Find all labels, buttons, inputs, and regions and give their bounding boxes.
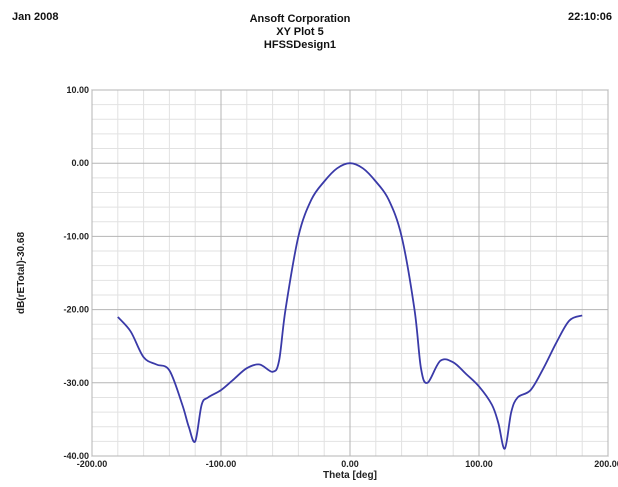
series-layer bbox=[117, 162, 583, 450]
x-tick-label: 200.00 bbox=[594, 459, 618, 469]
header-plot-name: XY Plot 5 bbox=[276, 26, 323, 38]
x-axis-label: Theta [deg] bbox=[323, 470, 377, 481]
x-tick-label: -200.00 bbox=[77, 459, 108, 469]
x-tick-label: -100.00 bbox=[206, 459, 237, 469]
header-time: 22:10:06 bbox=[568, 11, 612, 23]
header-date: Jan 2008 bbox=[12, 11, 58, 23]
y-axis-label: dB(rETotal)-30.68 bbox=[16, 232, 27, 314]
y-tick-label: -40.00 bbox=[63, 451, 89, 461]
header-design: HFSSDesign1 bbox=[264, 39, 336, 51]
axis-ticks: -200.00 -100.00 0.00 100.00 200.00 -40.00 -30.… bbox=[63, 85, 618, 469]
x-tick-label: 0.00 bbox=[341, 459, 359, 469]
y-tick-label: -20.00 bbox=[63, 305, 89, 315]
y-tick-label: -10.00 bbox=[63, 231, 89, 241]
y-tick-label: -30.00 bbox=[63, 378, 89, 388]
grid bbox=[91, 89, 609, 457]
header-company: Ansoft Corporation bbox=[250, 13, 351, 25]
y-tick-label: 10.00 bbox=[66, 85, 89, 95]
series-line bbox=[117, 162, 583, 450]
y-tick-label: 0.00 bbox=[71, 158, 89, 168]
x-tick-label: 100.00 bbox=[465, 459, 493, 469]
